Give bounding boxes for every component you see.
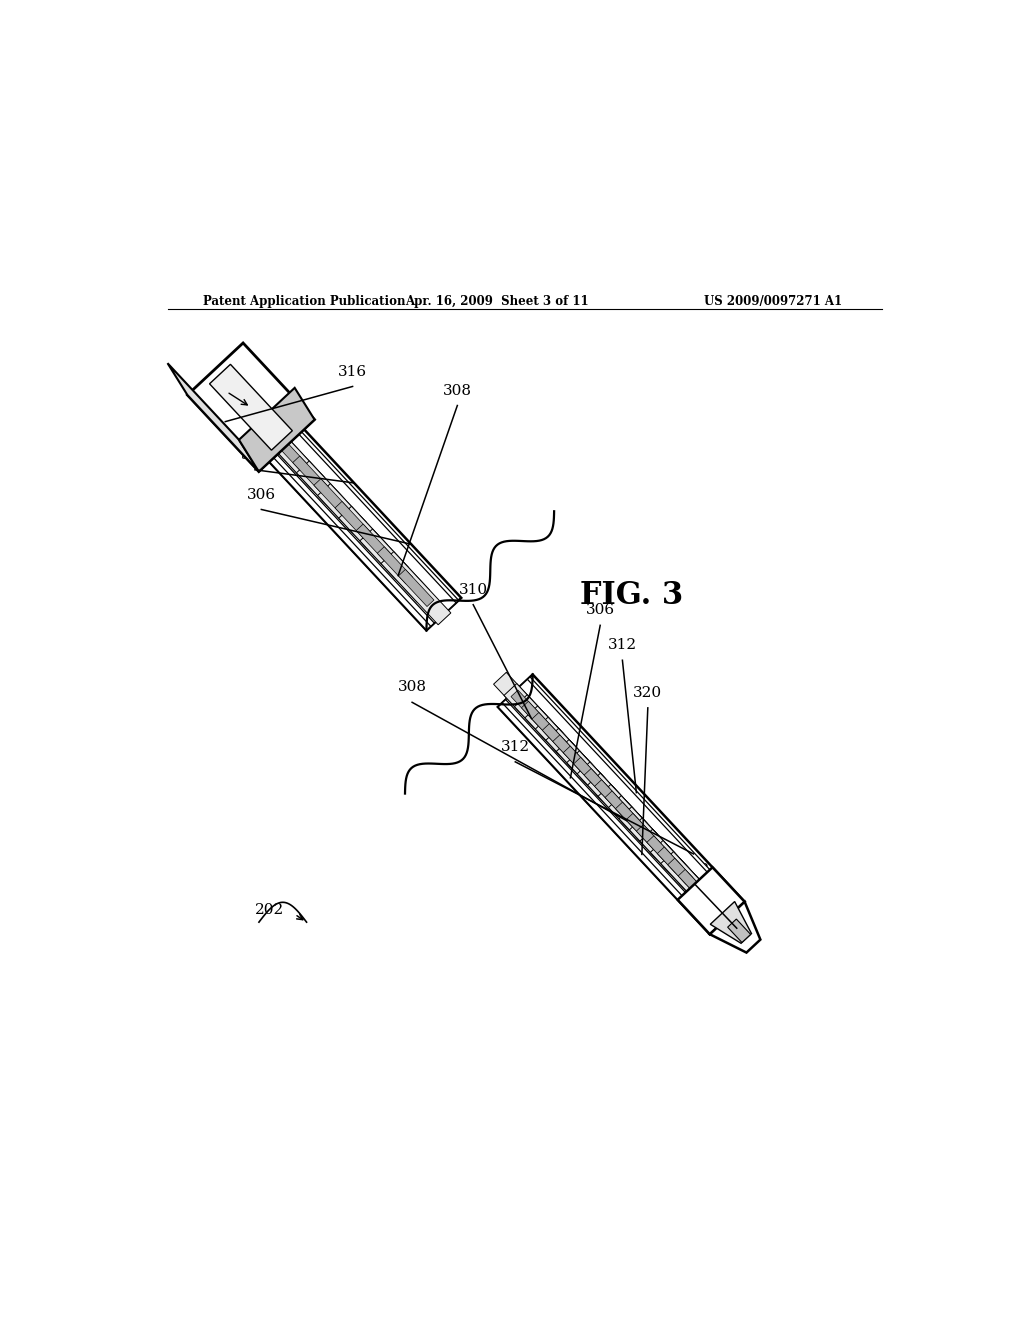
Polygon shape: [626, 813, 662, 850]
Text: 318: 318: [681, 863, 710, 876]
Polygon shape: [359, 529, 430, 602]
Polygon shape: [317, 483, 387, 557]
Text: 310: 310: [459, 582, 487, 597]
Polygon shape: [377, 546, 413, 583]
Polygon shape: [536, 717, 605, 791]
Polygon shape: [605, 791, 641, 828]
Polygon shape: [498, 675, 744, 935]
Polygon shape: [678, 867, 744, 935]
Polygon shape: [233, 405, 445, 631]
Polygon shape: [210, 364, 292, 450]
Polygon shape: [502, 677, 742, 931]
Polygon shape: [238, 393, 459, 626]
Polygon shape: [525, 706, 595, 779]
Text: FIG. 3: FIG. 3: [581, 579, 684, 611]
Text: Apr. 16, 2009  Sheet 3 of 11: Apr. 16, 2009 Sheet 3 of 11: [406, 296, 589, 308]
Polygon shape: [168, 363, 259, 471]
Text: 306: 306: [586, 603, 614, 618]
Text: 312: 312: [501, 741, 529, 754]
Polygon shape: [640, 829, 710, 903]
Polygon shape: [657, 847, 693, 884]
Polygon shape: [293, 457, 329, 494]
Text: 312: 312: [608, 639, 637, 652]
Polygon shape: [254, 416, 324, 488]
Polygon shape: [398, 569, 434, 606]
Polygon shape: [595, 780, 630, 817]
Polygon shape: [630, 818, 699, 891]
Polygon shape: [556, 739, 626, 813]
Polygon shape: [660, 851, 731, 925]
Text: Patent Application Publication: Patent Application Publication: [204, 296, 406, 308]
Text: 316: 316: [338, 364, 368, 379]
Polygon shape: [578, 762, 647, 836]
Polygon shape: [494, 672, 563, 746]
Polygon shape: [588, 774, 657, 846]
Polygon shape: [553, 735, 589, 772]
Polygon shape: [239, 388, 314, 471]
Polygon shape: [728, 919, 751, 942]
Polygon shape: [598, 784, 668, 858]
Polygon shape: [297, 461, 367, 535]
Polygon shape: [275, 438, 345, 511]
Text: 320: 320: [633, 686, 663, 700]
Polygon shape: [563, 746, 599, 783]
Polygon shape: [271, 433, 307, 470]
Polygon shape: [711, 902, 752, 944]
Polygon shape: [356, 524, 392, 561]
Polygon shape: [636, 825, 672, 862]
Text: 308: 308: [442, 384, 472, 397]
Polygon shape: [618, 807, 689, 880]
Text: 306: 306: [247, 487, 275, 502]
Polygon shape: [514, 694, 585, 768]
Text: 202: 202: [255, 903, 284, 916]
Text: US 2009/0097271 A1: US 2009/0097271 A1: [705, 296, 842, 308]
Polygon shape: [647, 836, 682, 873]
Polygon shape: [521, 701, 557, 738]
Polygon shape: [504, 684, 573, 756]
Polygon shape: [187, 343, 314, 471]
Polygon shape: [573, 758, 609, 795]
Polygon shape: [335, 502, 371, 539]
Polygon shape: [584, 768, 620, 805]
Polygon shape: [233, 391, 461, 631]
Polygon shape: [242, 396, 456, 623]
Polygon shape: [498, 689, 729, 935]
Polygon shape: [678, 870, 714, 907]
Polygon shape: [314, 479, 349, 516]
Polygon shape: [710, 902, 761, 953]
Polygon shape: [650, 841, 720, 913]
Polygon shape: [339, 507, 409, 579]
Polygon shape: [546, 729, 615, 801]
Text: 314: 314: [241, 447, 269, 462]
Polygon shape: [531, 713, 567, 750]
Polygon shape: [543, 723, 578, 760]
Polygon shape: [506, 680, 739, 927]
Polygon shape: [381, 552, 451, 624]
Polygon shape: [615, 803, 651, 840]
Polygon shape: [608, 796, 678, 869]
Polygon shape: [566, 751, 637, 824]
Polygon shape: [668, 858, 703, 895]
Text: 308: 308: [397, 680, 427, 694]
Polygon shape: [511, 690, 547, 727]
